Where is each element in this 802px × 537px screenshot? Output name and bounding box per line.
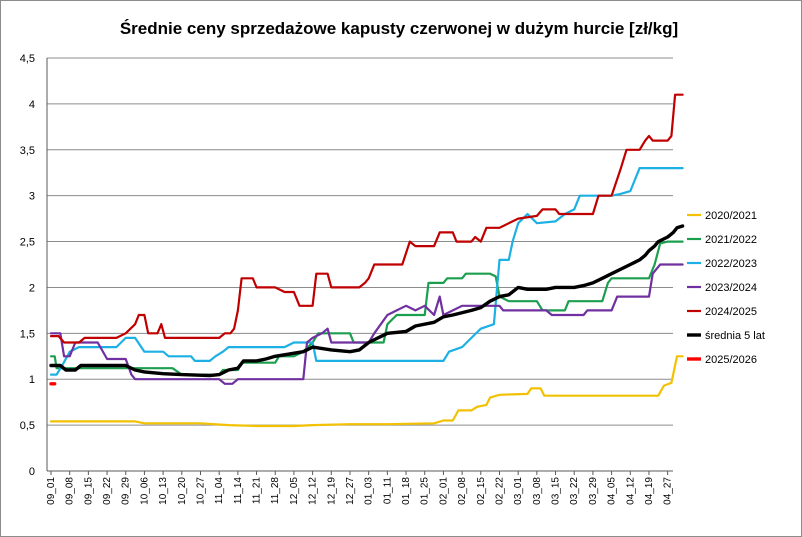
x-tick-label: 01_11 [382, 477, 393, 505]
y-tick-label: 4,5 [20, 53, 35, 65]
legend-label: 2022/2023 [705, 258, 757, 270]
x-tick-label: 02_01 [438, 477, 449, 505]
y-tick-label: 2 [29, 282, 35, 294]
x-tick-label: 12_05 [289, 477, 300, 505]
x-tick-label: 11_14 [233, 477, 244, 505]
x-tick-label: 03_29 [588, 477, 599, 505]
y-tick-label: 3 [29, 191, 35, 203]
x-tick-label: 09_22 [102, 477, 113, 505]
series-line [49, 224, 685, 378]
legend: 2020/2021 2021/2022 2022/2023 2023/2024 2024… [687, 210, 765, 366]
legend-label: 2023/2024 [705, 282, 757, 294]
series-line [49, 263, 684, 385]
series-line [49, 240, 684, 376]
series-line [49, 355, 684, 428]
x-tick-label: 03_15 [551, 477, 562, 505]
x-tick-label: 02_15 [476, 477, 487, 505]
x-tick-label: 03_01 [513, 477, 524, 505]
x-tick-label: 04_12 [625, 477, 636, 505]
legend-label: 2020/2021 [705, 210, 757, 222]
x-tick-label: 04_05 [607, 477, 618, 505]
x-axis-ticks: 09_01 09_08 09_15 09_22 09_29 10_06 10_13 10_20… [46, 471, 674, 505]
legend-label: 2024/2025 [705, 306, 757, 318]
y-axis-ticks: 0 0,5 1 1,5 2 2,5 3 3,5 4 4,5 [20, 53, 35, 478]
y-tick-label: 1,5 [20, 328, 35, 340]
x-tick-label: 04_19 [644, 477, 655, 505]
x-tick-label: 12_19 [326, 477, 337, 505]
gridlines [46, 57, 673, 472]
x-tick-label: 02_22 [494, 477, 505, 505]
x-tick-label: 09_01 [46, 477, 57, 505]
x-tick-label: 10_13 [158, 477, 169, 505]
x-tick-label: 01_03 [364, 477, 375, 505]
legend-label: 2025/2026 [705, 354, 757, 366]
x-tick-label: 11_21 [252, 477, 263, 505]
series-lines [49, 93, 685, 428]
y-tick-label: 4 [29, 99, 35, 111]
y-tick-label: 3,5 [20, 145, 35, 157]
chart-title: Średnie ceny sprzedażowe kapusty czerwon… [120, 19, 678, 38]
legend-label: 2021/2022 [705, 234, 757, 246]
x-tick-label: 12_12 [308, 477, 319, 505]
y-tick-label: 2,5 [20, 237, 35, 249]
x-tick-label: 02_08 [457, 477, 468, 505]
x-tick-label: 01_25 [420, 477, 431, 505]
x-tick-label: 09_08 [65, 477, 76, 505]
x-tick-label: 03_22 [569, 477, 580, 505]
x-tick-label: 12_27 [345, 477, 356, 505]
x-tick-label: 10_06 [139, 477, 150, 505]
x-tick-label: 01_18 [401, 477, 412, 505]
x-tick-label: 10_27 [195, 477, 206, 505]
series-line [49, 93, 684, 344]
x-tick-label: 04_27 [663, 477, 674, 505]
y-tick-label: 1 [29, 374, 35, 386]
x-tick-label: 10_20 [177, 477, 188, 505]
x-tick-label: 03_08 [532, 477, 543, 505]
x-tick-label: 09_29 [121, 477, 132, 505]
x-tick-label: 11_04 [214, 477, 225, 505]
legend-label: średnia 5 lat [705, 330, 765, 342]
x-tick-label: 11_28 [270, 477, 281, 505]
y-tick-label: 0 [29, 466, 35, 478]
x-tick-label: 09_15 [83, 477, 94, 505]
y-tick-label: 0,5 [20, 420, 35, 432]
